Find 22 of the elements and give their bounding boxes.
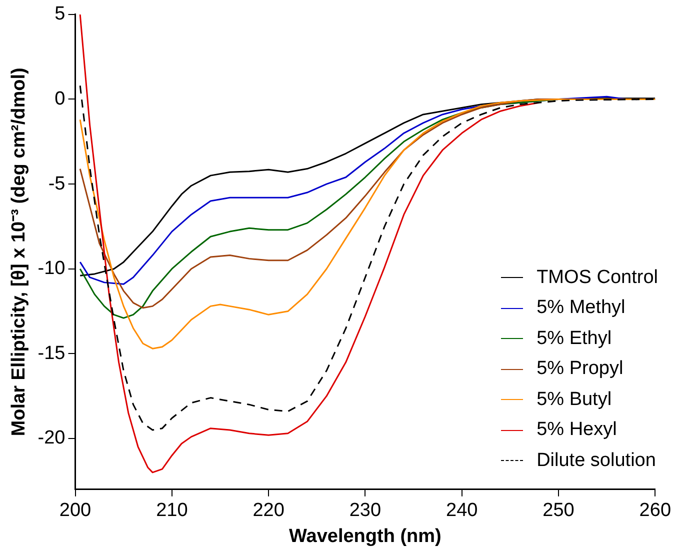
y-tick-label: -10	[38, 258, 66, 280]
y-tick-label: 0	[54, 88, 66, 110]
legend-label: TMOS Control	[536, 266, 658, 290]
x-tick-label: 240	[446, 500, 478, 522]
x-tick-label: 230	[349, 500, 382, 522]
x-axis-title: Wavelength (nm)	[289, 526, 442, 547]
legend-label: Dilute solution	[536, 448, 656, 472]
x-tick-label: 250	[542, 500, 574, 522]
x-tick-label: 260	[639, 500, 671, 522]
y-axis-title: Molar Ellipticity, [θ] x 10⁻³ (deg cm²/dmol)	[8, 68, 30, 436]
legend-label: 5% Methyl	[536, 296, 626, 320]
x-tick-label: 210	[156, 500, 188, 522]
legend-label: 5% Butyl	[536, 388, 612, 412]
y-tick-label: -20	[38, 428, 66, 449]
legend-label: 5% Propyl	[536, 357, 624, 381]
y-tick-label: 5	[54, 4, 66, 25]
y-tick-label: -15	[38, 342, 66, 364]
x-tick-label: 200	[59, 500, 92, 522]
legend-label: 5% Hexyl	[536, 418, 617, 442]
y-tick-label: -5	[48, 173, 66, 194]
legend-label: 5% Ethyl	[536, 326, 612, 350]
x-tick-label: 220	[252, 500, 284, 522]
